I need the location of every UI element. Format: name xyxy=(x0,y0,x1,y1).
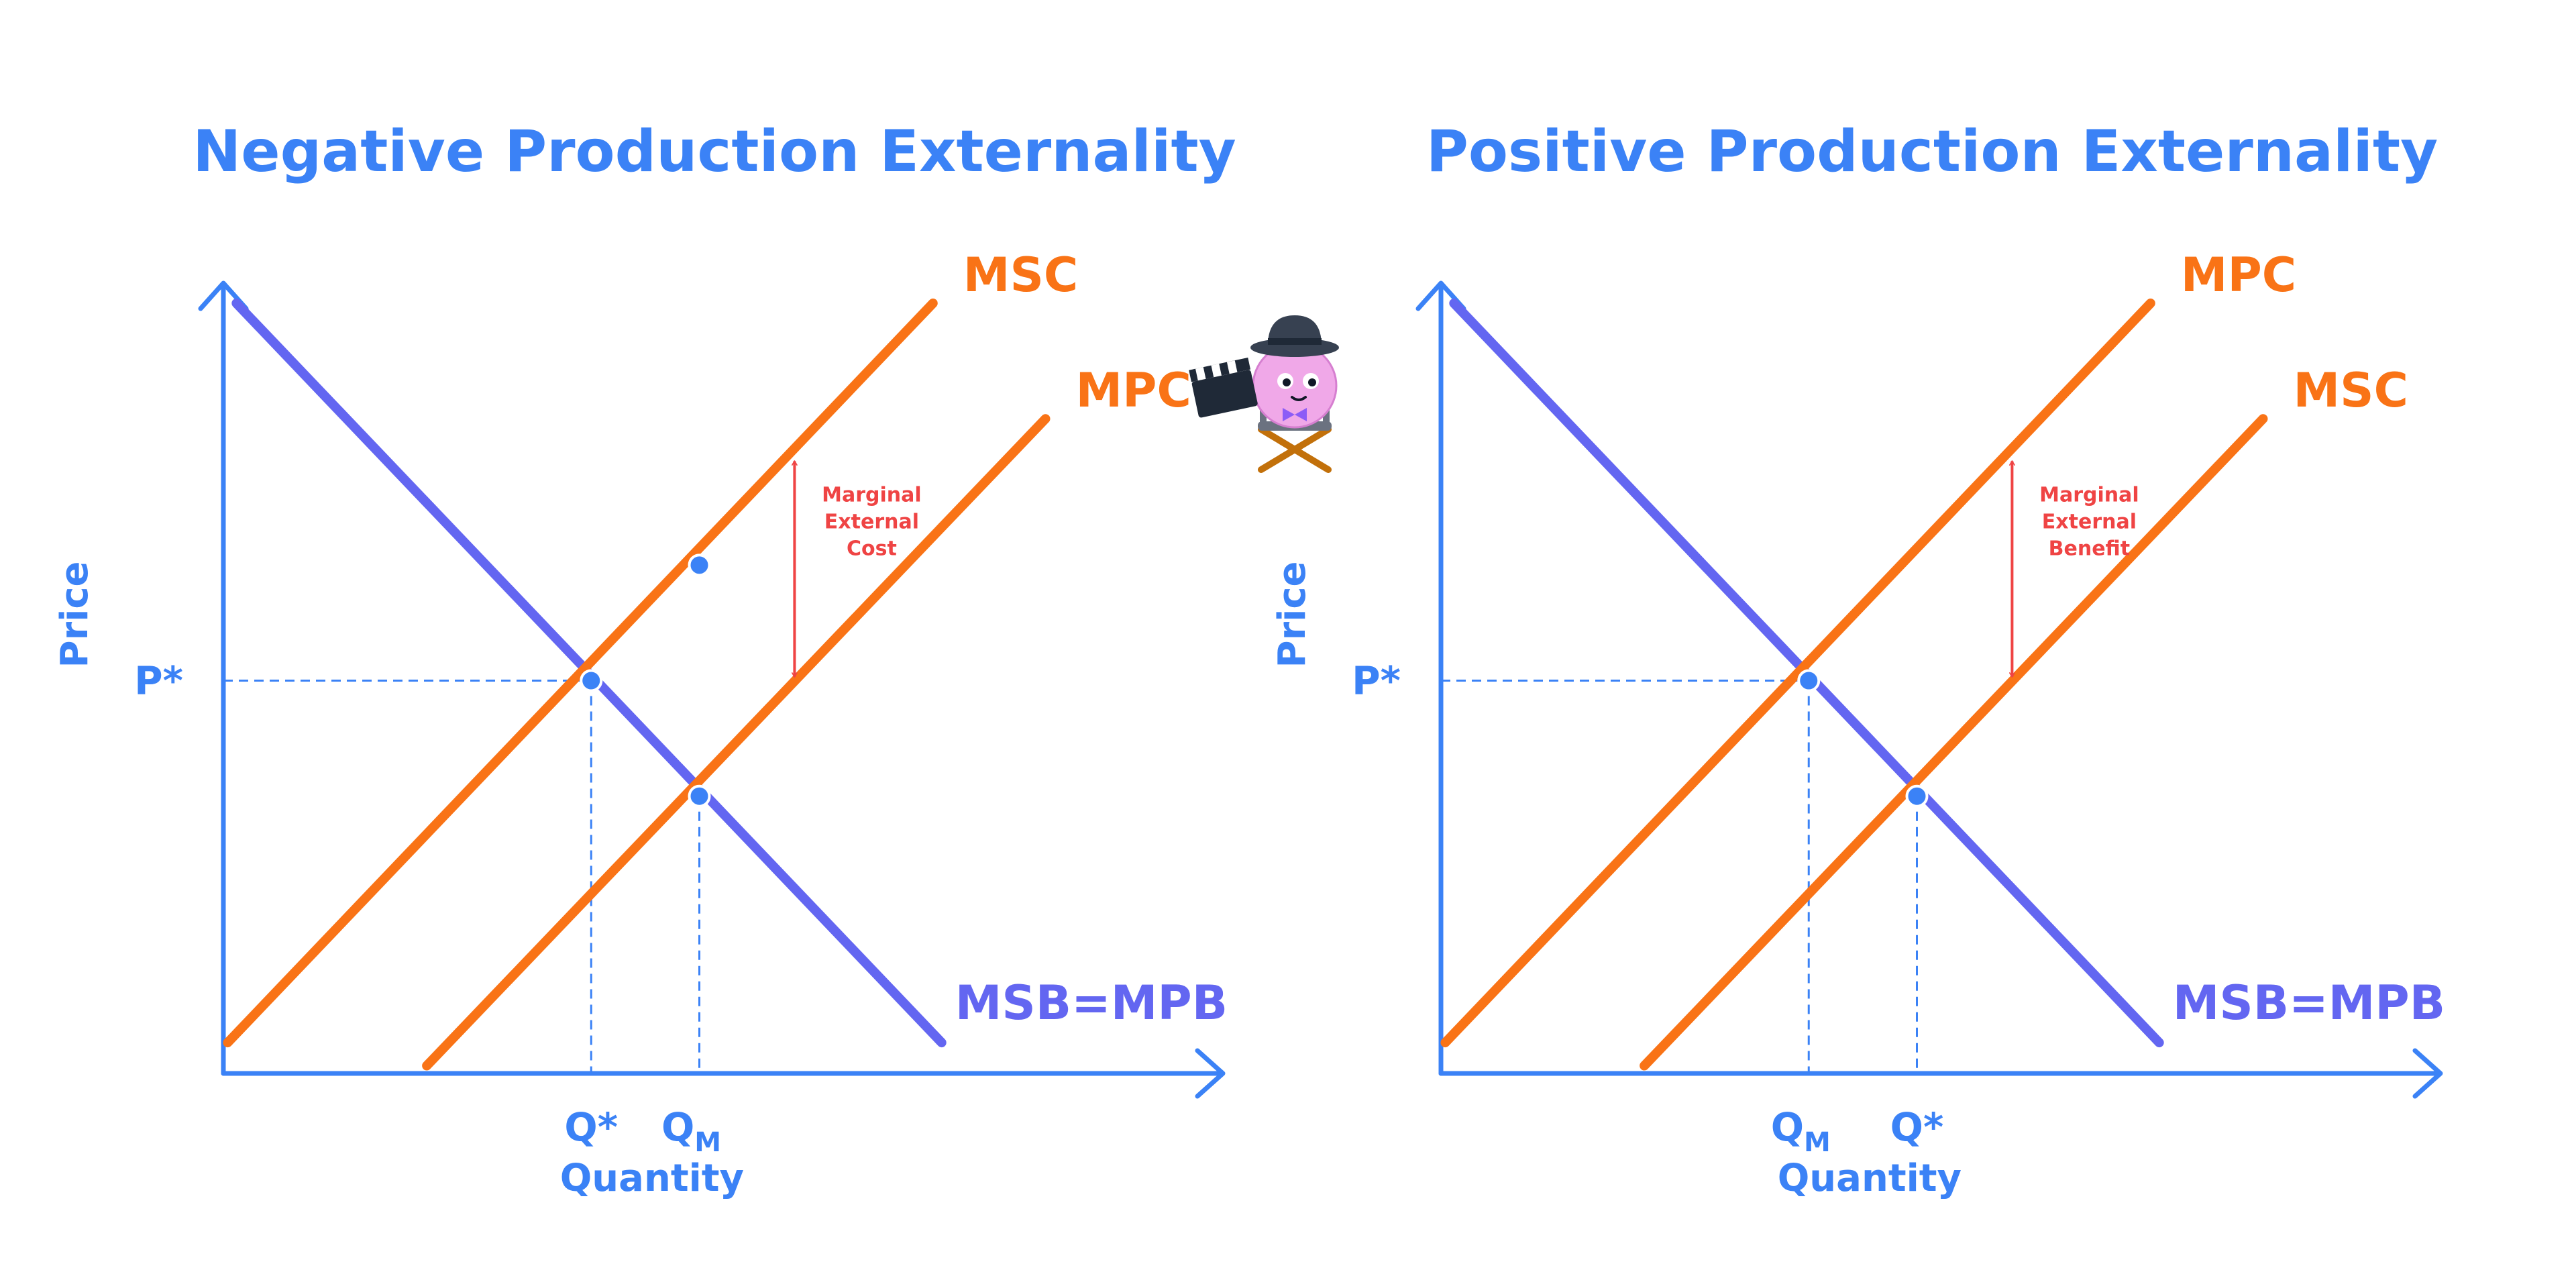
series-line-msc xyxy=(223,299,938,1048)
series-line-mpc xyxy=(422,414,1051,1071)
equilibrium-point xyxy=(1905,784,1929,808)
y-axis-title: Price xyxy=(53,561,97,668)
quantity-tick-label: QM xyxy=(1771,1104,1831,1158)
equilibrium-point xyxy=(688,553,711,577)
series-line-mpc xyxy=(1440,299,2155,1048)
quantity-tick-label: Q* xyxy=(1890,1104,1944,1150)
equilibrium-point xyxy=(688,784,711,808)
series-label: MPC xyxy=(1076,363,1191,418)
equilibrium-point xyxy=(1797,669,1821,692)
x-axis-arrow xyxy=(1195,1048,1226,1099)
quantity-tick-label: Q* xyxy=(564,1104,618,1150)
price-tick-label: P* xyxy=(134,658,183,704)
series-label: MSB=MPB xyxy=(2173,975,2445,1030)
x-axis-title: Quantity xyxy=(560,1157,744,1200)
chart-1: Negative Production Externality Price Quan… xyxy=(53,118,1236,1200)
equilibrium-point xyxy=(580,669,603,692)
annotation-text: Marginal xyxy=(2039,483,2139,507)
annotation-text: External xyxy=(824,510,919,533)
y-axis-title: Price xyxy=(1271,561,1314,668)
chart-2: Positive Production Externality Price Quan… xyxy=(1271,118,2445,1200)
series-label: MSC xyxy=(963,248,1078,303)
series-line-msc xyxy=(1640,414,2268,1071)
x-axis-title: Quantity xyxy=(1778,1157,1962,1200)
annotation-text: Marginal xyxy=(822,483,922,507)
series-label: MSB=MPB xyxy=(955,975,1228,1030)
annotation-text: External xyxy=(2042,510,2137,533)
annotation-text: Cost xyxy=(847,537,897,560)
director-mascot-icon xyxy=(1189,315,1339,473)
x-axis-arrow xyxy=(2412,1048,2443,1099)
chart-title: Positive Production Externality xyxy=(1426,118,2438,185)
price-tick-label: P* xyxy=(1352,658,1401,704)
annotation-text: Benefit xyxy=(2049,537,2131,560)
quantity-tick-label: QM xyxy=(661,1104,721,1158)
chart-title: Negative Production Externality xyxy=(193,118,1236,185)
series-label: MSC xyxy=(2294,363,2408,418)
series-label: MPC xyxy=(2181,248,2296,303)
